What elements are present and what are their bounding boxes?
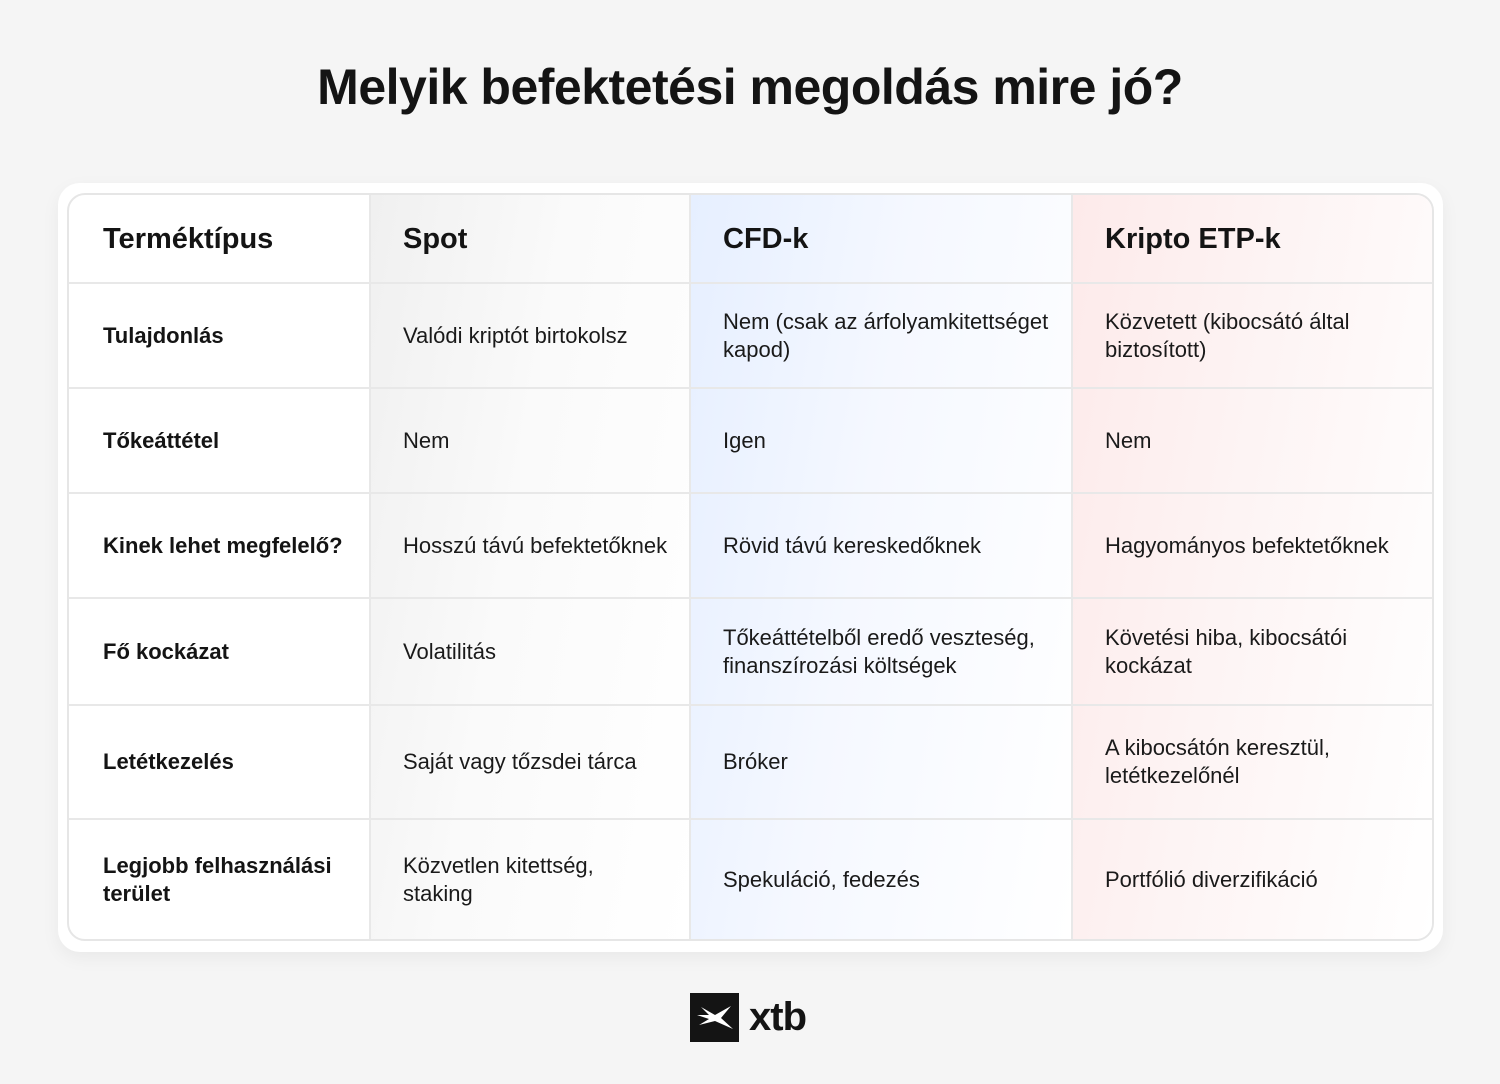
cell-leverage-spot: Nem xyxy=(369,389,689,494)
cell-ownership-cfd: Nem (csak az árfolyamkitettséget kapod) xyxy=(689,284,1071,389)
header-cfd: CFD-k xyxy=(689,195,1071,284)
cell-custody-cfd: Bróker xyxy=(689,706,1071,820)
cell-risk-spot: Volatilitás xyxy=(369,599,689,706)
cell-suitable-spot: Hosszú távú befektetőknek xyxy=(369,494,689,599)
cell-best-use-spot: Közvetlen kitettség, staking xyxy=(403,852,594,906)
row-label-leverage: Tőkeáttétel xyxy=(69,389,369,494)
cell-risk-cfd: Tőkeáttételből eredő veszteség, finanszí… xyxy=(689,599,1071,706)
cell-custody-etp: A kibocsátón keresztül, letétkezelőnél xyxy=(1071,706,1432,820)
header-spot: Spot xyxy=(369,195,689,284)
cell-suitable-etp: Hagyományos befektetőknek xyxy=(1071,494,1432,599)
cell-leverage-cfd: Igen xyxy=(689,389,1071,494)
cell-risk-etp: Követési hiba, kibocsátói kockázat xyxy=(1071,599,1432,706)
cell-best-use-etp: Portfólió diverzifikáció xyxy=(1105,866,1318,892)
row-label-ownership: Tulajdonlás xyxy=(69,284,369,389)
cell-custody-spot: Saját vagy tőzsdei tárca xyxy=(369,706,689,820)
cell-ownership-etp: Közvetett (kibocsátó által biztosított) xyxy=(1071,284,1432,389)
etp-column-bg xyxy=(1071,195,1432,939)
xtb-logo: xtb xyxy=(690,993,807,1042)
row-label-custody: Letétkezelés xyxy=(69,706,369,820)
cell-ownership-spot: Valódi kriptót birtokolsz xyxy=(369,284,689,389)
cell-suitable-cfd: Rövid távú kereskedőknek xyxy=(689,494,1071,599)
comparison-table: Terméktípus Spot CFD-k Kripto ETP-k Tula… xyxy=(67,193,1434,941)
page-title: Melyik befektetési megoldás mire jó? xyxy=(317,59,1183,115)
row-label-main-risk: Fő kockázat xyxy=(69,599,369,706)
row-label-best-use: Legjobb felhasználási terület xyxy=(103,852,332,906)
header-product-type: Terméktípus xyxy=(69,195,369,284)
xtb-x-icon xyxy=(690,993,739,1042)
cfd-column-bg xyxy=(689,195,1071,939)
cell-best-use-cfd: Spekuláció, fedezés xyxy=(723,866,920,892)
header-etp: Kripto ETP-k xyxy=(1071,195,1432,284)
row-label-suitable-for: Kinek lehet megfelelő? xyxy=(69,494,369,599)
xtb-logo-text: xtb xyxy=(749,995,807,1039)
cell-leverage-etp: Nem xyxy=(1071,389,1432,494)
spot-column-bg xyxy=(369,195,689,939)
